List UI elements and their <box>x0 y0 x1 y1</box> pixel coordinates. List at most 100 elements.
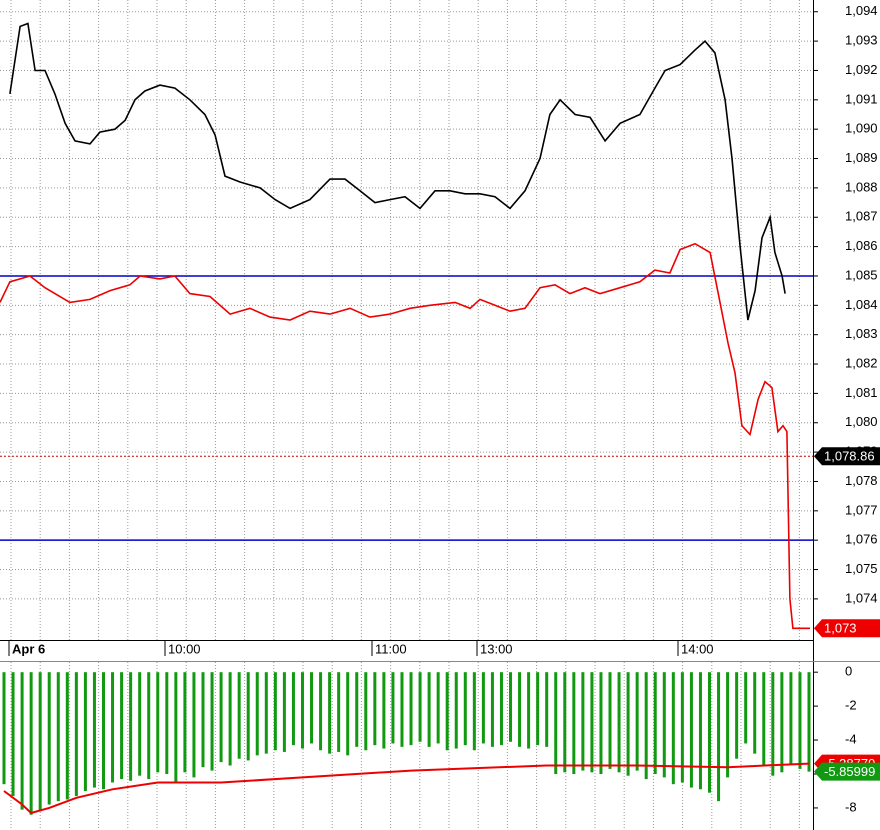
histogram-bar <box>210 672 214 771</box>
y-tick-label: -8 <box>845 799 857 814</box>
y-tick-label: 1,093 <box>845 33 878 48</box>
histogram-bar <box>237 672 241 759</box>
x-tick-label: 11:00 <box>375 641 407 656</box>
histogram-bar <box>780 672 784 773</box>
histogram-bar <box>101 672 105 790</box>
histogram-bar <box>771 672 775 776</box>
histogram-bar <box>346 672 350 756</box>
histogram-bar <box>120 672 124 780</box>
y-tick-label: -2 <box>845 698 857 713</box>
histogram-bar <box>481 672 485 744</box>
x-tick-label: 10:00 <box>168 641 201 656</box>
histogram-bar <box>798 672 802 769</box>
y-tick-label: 1,092 <box>845 62 878 77</box>
price-marker-box <box>814 447 880 466</box>
histogram-bar <box>626 672 630 776</box>
histogram-bar <box>11 672 15 797</box>
y-tick-label: 1,083 <box>845 326 878 341</box>
y-tick-label: 1,088 <box>845 179 878 194</box>
price-marker-label: 1,073 <box>824 621 857 636</box>
histogram-bar <box>201 672 205 768</box>
histogram-bar <box>192 672 196 778</box>
histogram-bar <box>273 672 277 751</box>
histogram-bar <box>400 672 404 747</box>
histogram-bar <box>744 672 748 744</box>
price-marker-box <box>814 619 880 638</box>
histogram-bar <box>563 672 567 773</box>
y-tick-label: 1,086 <box>845 238 878 253</box>
histogram-bar <box>47 672 51 805</box>
histogram-bar <box>138 672 142 776</box>
y-tick-label: 1,074 <box>845 590 878 605</box>
histogram-bar <box>409 672 413 746</box>
histogram-bar <box>282 672 286 752</box>
histogram-bar <box>20 672 24 810</box>
histogram-bar <box>807 672 811 772</box>
histogram-bar <box>472 672 476 751</box>
histogram-bar <box>291 672 295 746</box>
x-tick-label: 14:00 <box>681 641 714 656</box>
histogram-bar <box>337 672 341 752</box>
price-marker-label: 1,078.86 <box>824 449 875 464</box>
price-line <box>0 242 810 630</box>
y-tick-label: 0 <box>845 664 852 679</box>
histogram-bar <box>762 672 766 766</box>
histogram-bar <box>717 672 721 802</box>
histogram-bar <box>509 672 513 742</box>
histogram-bar <box>355 672 359 747</box>
histogram-bar <box>156 672 160 773</box>
histogram-bar <box>617 672 621 773</box>
histogram-bar <box>38 672 42 812</box>
histogram-bar <box>726 672 730 778</box>
histogram-bar <box>735 672 739 759</box>
histogram-bar <box>174 672 178 783</box>
histogram-bar <box>310 672 314 744</box>
histogram-bar <box>436 672 440 744</box>
histogram-bar <box>518 672 522 747</box>
histogram-bar <box>527 672 531 749</box>
price-marker-label: -5.85999 <box>824 764 875 779</box>
x-tick-label: Apr 6 <box>12 641 45 656</box>
histogram-bar <box>165 672 169 774</box>
histogram-bar <box>590 672 594 773</box>
y-tick-label: 1,091 <box>845 91 878 106</box>
histogram-bar <box>111 672 115 783</box>
histogram-bar <box>554 672 558 774</box>
histogram-bar <box>2 672 6 785</box>
histogram-bar <box>373 672 377 746</box>
histogram-bar <box>662 672 666 778</box>
histogram-bar <box>147 672 151 780</box>
y-tick-label: 1,085 <box>845 267 878 282</box>
histogram-bar <box>545 672 549 747</box>
histogram-bar <box>689 672 693 788</box>
y-tick-label: 1,080 <box>845 414 878 429</box>
histogram-bar <box>653 672 657 774</box>
histogram-bar <box>219 672 223 763</box>
histogram-bar <box>364 672 368 751</box>
histogram-bar <box>65 672 69 800</box>
histogram-bar <box>445 672 449 751</box>
histogram-bar <box>83 672 87 791</box>
price-line <box>9 22 786 321</box>
y-tick-label: 1,094 <box>845 3 878 18</box>
y-tick-label: -4 <box>845 731 857 746</box>
histogram-bar <box>29 672 33 815</box>
histogram-bar <box>680 672 684 783</box>
histogram-bar <box>463 672 467 746</box>
histogram-bar <box>599 672 603 774</box>
histogram-bar <box>418 672 422 742</box>
histogram-bar <box>708 672 712 793</box>
histogram-bar <box>490 672 494 747</box>
histogram-bar <box>74 672 78 797</box>
histogram-bar <box>581 672 585 771</box>
y-tick-label: 1,075 <box>845 561 878 576</box>
x-tick-label: 13:00 <box>480 641 513 656</box>
histogram-bar <box>698 672 702 790</box>
histogram-bar <box>319 672 323 751</box>
y-tick-label: 1,084 <box>845 297 878 312</box>
y-tick-label: 1,078 <box>845 473 878 488</box>
y-tick-label: 1,089 <box>845 150 878 165</box>
histogram-bar <box>608 672 612 769</box>
histogram-bar <box>92 672 96 788</box>
